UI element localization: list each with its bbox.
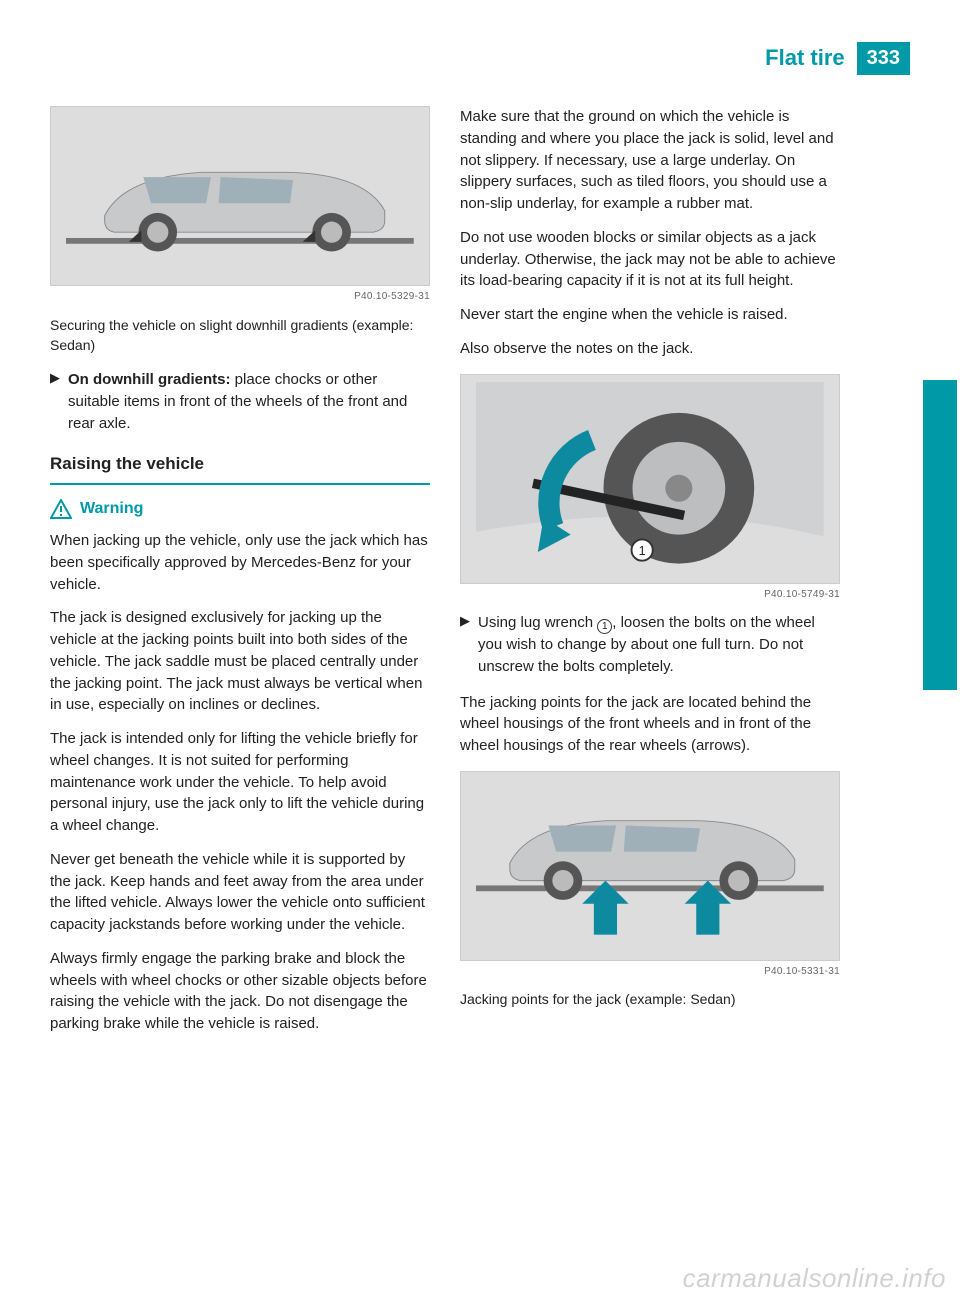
left-column: P40.10-5329-31 Securing the vehicle on s… bbox=[50, 106, 430, 1047]
watermark-text: carmanualsonline.info bbox=[683, 1263, 946, 1294]
figure-lug-wrench: 1 bbox=[460, 374, 840, 584]
warning-heading: Warning bbox=[50, 497, 430, 520]
figure-id: P40.10-5331-31 bbox=[460, 965, 840, 980]
subheading: Raising the vehicle bbox=[50, 452, 430, 477]
warning-paragraph: Always firmly engage the parking brake a… bbox=[50, 948, 430, 1035]
warning-paragraph: The jack is intended only for lifting th… bbox=[50, 728, 430, 837]
subheading-rule bbox=[50, 483, 430, 485]
figure-jacking-points bbox=[460, 771, 840, 961]
figure-caption: Jacking points for the jack (example: Se… bbox=[460, 989, 840, 1009]
right-column: Make sure that the ground on which the v… bbox=[460, 106, 840, 1047]
figure-id: P40.10-5749-31 bbox=[460, 588, 840, 603]
svg-text:1: 1 bbox=[639, 544, 646, 558]
side-tab-marker bbox=[923, 380, 957, 690]
jacking-points-illustration bbox=[476, 784, 824, 948]
step-arrow-icon: ▶ bbox=[50, 369, 68, 434]
figure-caption: Securing the vehicle on slight downhill … bbox=[50, 315, 430, 356]
warning-triangle-icon bbox=[50, 499, 72, 519]
page-header: Flat tire 333 bbox=[50, 40, 910, 76]
section-title: Flat tire bbox=[765, 45, 856, 71]
step-text: On downhill gradients: place chocks or o… bbox=[68, 369, 430, 434]
step-pre: Using lug wrench bbox=[478, 614, 597, 631]
wheel-wrench-illustration: 1 bbox=[476, 382, 824, 575]
instruction-step: ▶ On downhill gradients: place chocks or… bbox=[50, 369, 430, 434]
instruction-step: ▶ Using lug wrench 1, loosen the bolts o… bbox=[460, 612, 840, 678]
warning-label: Warning bbox=[80, 497, 143, 520]
content-columns: P40.10-5329-31 Securing the vehicle on s… bbox=[50, 106, 910, 1047]
warning-paragraph: When jacking up the vehicle, only use th… bbox=[50, 530, 430, 595]
figure-id: P40.10-5329-31 bbox=[50, 290, 430, 305]
warning-paragraph: Never get beneath the vehicle while it i… bbox=[50, 849, 430, 936]
body-paragraph: Do not use wooden blocks or similar obje… bbox=[460, 227, 840, 292]
body-paragraph: The jacking points for the jack are loca… bbox=[460, 692, 840, 757]
car-side-illustration bbox=[66, 124, 414, 269]
callout-number: 1 bbox=[597, 619, 612, 634]
body-paragraph: Also observe the notes on the jack. bbox=[460, 338, 840, 360]
page-number: 333 bbox=[857, 42, 910, 75]
step-text: Using lug wrench 1, loosen the bolts on … bbox=[478, 612, 840, 678]
manual-page: Flat tire 333 P40.10-5329-31 Securing th… bbox=[50, 40, 910, 1260]
body-paragraph: Make sure that the ground on which the v… bbox=[460, 106, 840, 215]
step-bold: On downhill gradients: bbox=[68, 371, 235, 388]
figure-chocks bbox=[50, 106, 430, 286]
warning-paragraph: The jack is designed exclusively for jac… bbox=[50, 607, 430, 716]
body-paragraph: Never start the engine when the vehicle … bbox=[460, 304, 840, 326]
step-arrow-icon: ▶ bbox=[460, 612, 478, 678]
